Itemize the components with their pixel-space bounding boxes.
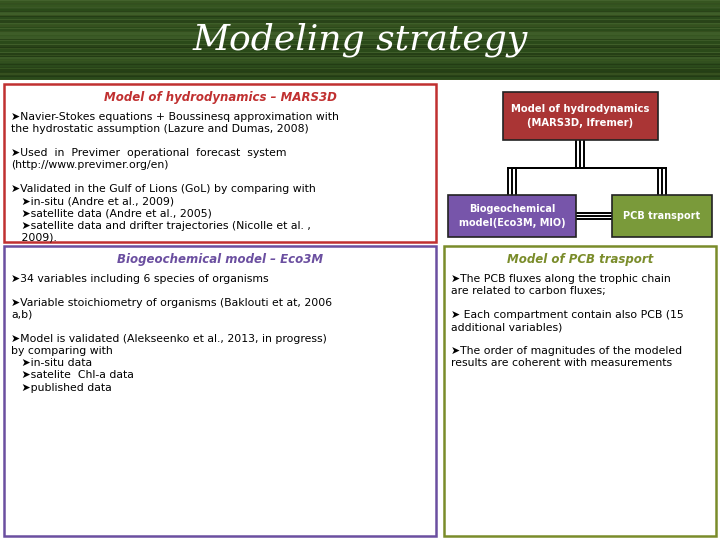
Text: Model of hydrodynamics
(MARS3D, Ifremer): Model of hydrodynamics (MARS3D, Ifremer)	[510, 104, 649, 127]
Bar	[0, 32, 720, 33]
Bar	[0, 71, 720, 72]
Bar	[0, 55, 720, 56]
Bar	[0, 21, 720, 23]
Bar	[0, 37, 720, 39]
Text: ➤satellite data and drifter trajectories (Nicolle et al. ,: ➤satellite data and drifter trajectories…	[11, 221, 311, 231]
Bar	[0, 77, 720, 79]
Bar	[0, 63, 720, 64]
Text: ➤in-situ data: ➤in-situ data	[11, 359, 92, 368]
Bar	[0, 4, 720, 5]
Bar	[0, 60, 720, 61]
Bar	[0, 66, 720, 68]
Text: Modeling strategy: Modeling strategy	[192, 23, 528, 57]
Bar	[4, 246, 436, 536]
Bar	[0, 36, 720, 37]
Bar	[0, 49, 720, 51]
Bar	[0, 45, 720, 46]
Bar	[0, 65, 720, 66]
Bar	[0, 0, 720, 80]
Bar	[448, 195, 576, 237]
Bar	[0, 16, 720, 17]
Bar	[0, 31, 720, 32]
Text: ➤The order of magnitudes of the modeled: ➤The order of magnitudes of the modeled	[451, 346, 682, 356]
Bar	[0, 43, 720, 44]
Bar	[0, 3, 720, 4]
Bar	[0, 69, 720, 71]
Bar	[0, 72, 720, 73]
Text: ➤Navier-Stokes equations + Boussinesq approximation with: ➤Navier-Stokes equations + Boussinesq ap…	[11, 112, 339, 122]
Text: ➤in-situ (Andre et al., 2009): ➤in-situ (Andre et al., 2009)	[11, 197, 174, 206]
Bar	[0, 11, 720, 12]
Bar	[0, 73, 720, 75]
Text: ➤ Each compartment contain also PCB (15: ➤ Each compartment contain also PCB (15	[451, 310, 684, 320]
Bar	[0, 1, 720, 3]
Text: PCB transport: PCB transport	[624, 211, 701, 221]
Bar	[503, 92, 657, 140]
Bar	[0, 46, 720, 48]
Bar	[0, 24, 720, 25]
Text: ➤Model is validated (Alekseenko et al., 2013, in progress): ➤Model is validated (Alekseenko et al., …	[11, 334, 327, 344]
Bar	[0, 48, 720, 49]
Bar	[0, 35, 720, 36]
Text: ➤published data: ➤published data	[11, 382, 112, 393]
Bar	[0, 57, 720, 59]
Bar	[0, 61, 720, 63]
Text: ➤Variable stoichiometry of organisms (Baklouti et at, 2006: ➤Variable stoichiometry of organisms (Ba…	[11, 298, 332, 308]
Bar	[0, 75, 720, 76]
Bar	[0, 12, 720, 14]
Bar	[0, 52, 720, 53]
Bar	[0, 8, 720, 9]
Bar	[0, 40, 720, 41]
Bar	[0, 25, 720, 26]
Bar	[612, 195, 712, 237]
Bar	[0, 44, 720, 45]
Text: by comparing with: by comparing with	[11, 346, 113, 356]
Bar	[0, 14, 720, 15]
Text: the hydrostatic assumption (Lazure and Dumas, 2008): the hydrostatic assumption (Lazure and D…	[11, 124, 309, 134]
Bar	[444, 246, 716, 536]
Bar	[4, 84, 436, 242]
Text: Model of PCB trasport: Model of PCB trasport	[507, 253, 653, 266]
Text: 2009).: 2009).	[11, 233, 57, 243]
Bar	[0, 29, 720, 31]
Text: ➤34 variables including 6 species of organisms: ➤34 variables including 6 species of org…	[11, 274, 269, 284]
Bar	[0, 23, 720, 24]
Text: ➤satelite  Chl-a data: ➤satelite Chl-a data	[11, 370, 134, 380]
Bar	[0, 33, 720, 35]
Bar	[0, 26, 720, 28]
Bar	[0, 9, 720, 11]
Bar	[0, 56, 720, 57]
Text: ➤Validated in the Gulf of Lions (GoL) by comparing with: ➤Validated in the Gulf of Lions (GoL) by…	[11, 185, 316, 194]
Text: additional variables): additional variables)	[451, 322, 562, 332]
Bar	[0, 51, 720, 52]
Text: Biogeochemical
model(Eco3M, MIO): Biogeochemical model(Eco3M, MIO)	[459, 204, 565, 227]
Bar	[0, 28, 720, 29]
Bar	[0, 39, 720, 40]
Text: are related to carbon fluxes;: are related to carbon fluxes;	[451, 286, 606, 296]
Text: ➤The PCB fluxes along the trophic chain: ➤The PCB fluxes along the trophic chain	[451, 274, 671, 284]
Text: Biogeochemical model – Eco3M: Biogeochemical model – Eco3M	[117, 253, 323, 266]
Bar	[0, 19, 720, 20]
Bar	[0, 17, 720, 19]
Text: (http://www.previmer.org/en): (http://www.previmer.org/en)	[11, 160, 168, 170]
Text: ➤Used  in  Previmer  operational  forecast  system: ➤Used in Previmer operational forecast s…	[11, 148, 287, 158]
Bar	[0, 59, 720, 60]
Text: ➤satellite data (Andre et al., 2005): ➤satellite data (Andre et al., 2005)	[11, 208, 212, 219]
Bar	[0, 0, 720, 1]
Bar	[0, 79, 720, 80]
Text: a,b): a,b)	[11, 310, 32, 320]
Bar	[0, 64, 720, 65]
Bar	[0, 76, 720, 77]
Bar	[0, 53, 720, 55]
Bar	[0, 6, 720, 8]
Bar	[0, 41, 720, 43]
Bar	[0, 5, 720, 6]
Text: Model of hydrodynamics – MARS3D: Model of hydrodynamics – MARS3D	[104, 91, 336, 104]
Bar	[0, 15, 720, 16]
Text: results are coherent with measurements: results are coherent with measurements	[451, 359, 672, 368]
Bar	[0, 20, 720, 21]
Bar	[0, 68, 720, 69]
